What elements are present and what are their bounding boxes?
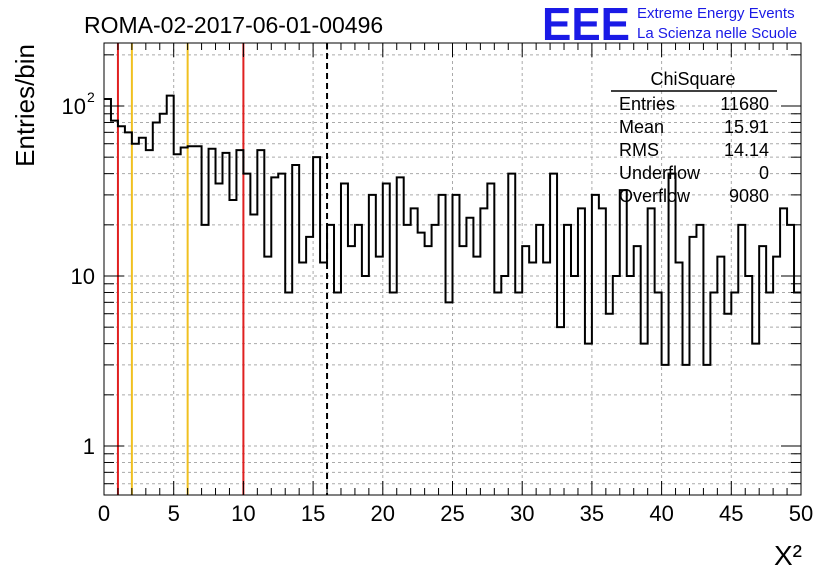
chart-title: ROMA-02-2017-06-01-00496 [84, 12, 383, 38]
x-tick-label: 25 [440, 501, 464, 526]
stats-value: 14.14 [724, 140, 769, 160]
x-tick-label: 35 [580, 501, 604, 526]
y-axis-label: Entries/bin [10, 44, 40, 167]
x-tick-label: 30 [510, 501, 534, 526]
stats-label: Underflow [619, 163, 701, 183]
y-tick-label-exponent: 2 [87, 89, 95, 105]
x-tick-label: 50 [789, 501, 813, 526]
stats-label: Overflow [619, 186, 691, 206]
stats-value: 9080 [729, 186, 769, 206]
x-tick-label: 20 [371, 501, 395, 526]
eee-logo-mark: EEE [542, 0, 630, 50]
eee-logo-line2: La Scienza nelle Scuole [637, 25, 797, 42]
histogram-series [104, 94, 801, 366]
x-tick-label: 0 [98, 501, 110, 526]
y-tick-label: 10 [71, 264, 95, 289]
stats-title: ChiSquare [650, 69, 735, 89]
stats-label: Entries [619, 94, 675, 114]
stats-label: Mean [619, 117, 664, 137]
stats-label: RMS [619, 140, 659, 160]
x-tick-label: 40 [649, 501, 673, 526]
stats-value: 11680 [720, 94, 769, 114]
x-tick-label: 5 [168, 501, 180, 526]
stats-value: 15.91 [724, 117, 769, 137]
eee-logo: EEE Extreme Energy Events La Scienza nel… [542, 0, 797, 50]
y-tick-label: 1 [83, 434, 95, 459]
eee-logo-line1: Extreme Energy Events [637, 5, 795, 22]
x-tick-label: 15 [301, 501, 325, 526]
grid-lines [104, 43, 801, 495]
stats-box: ChiSquare Entries 11680 Mean 15.91 RMS 14.14 U… [611, 69, 777, 206]
reference-lines [116, 43, 329, 495]
y-tick-label: 10 [62, 94, 86, 119]
x-tick-label: 45 [719, 501, 743, 526]
x-tick-label: 10 [231, 501, 255, 526]
stats-value: 0 [759, 163, 769, 183]
x-axis-label: X² [774, 540, 802, 571]
